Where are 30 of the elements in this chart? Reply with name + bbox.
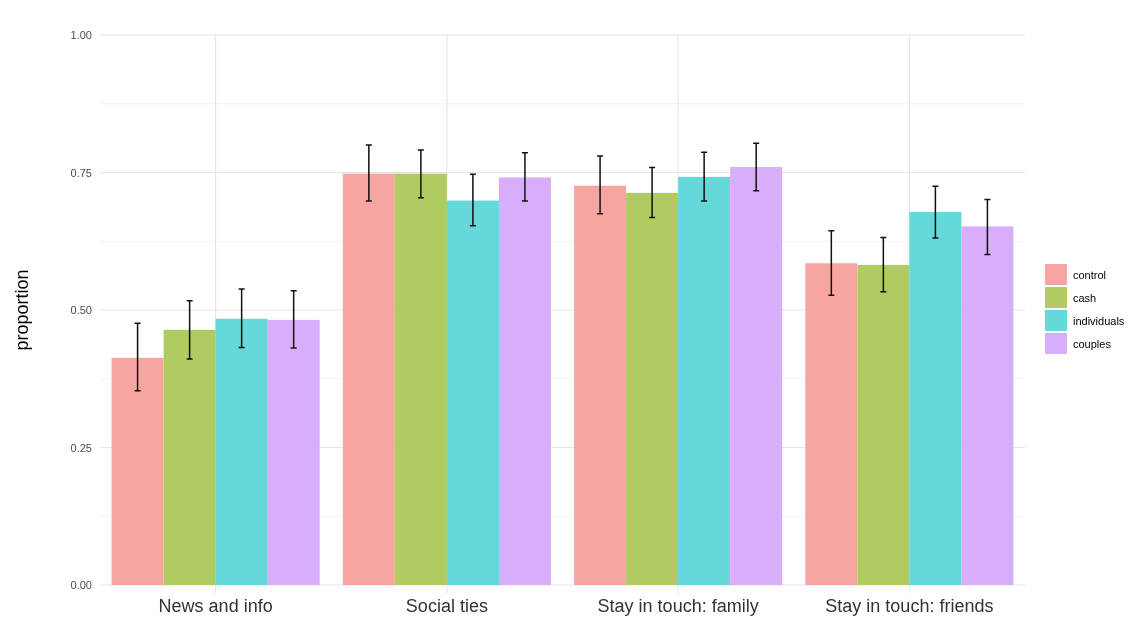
bar — [111, 357, 164, 585]
legend-label: control — [1073, 269, 1107, 281]
bar — [730, 167, 783, 585]
x-tick-label: Stay in touch: friends — [825, 595, 994, 616]
y-tick-label: 0.75 — [70, 166, 92, 179]
y-tick-label: 1.00 — [70, 29, 92, 42]
y-tick-label: 0.00 — [70, 579, 92, 592]
legend-label: cash — [1073, 292, 1097, 304]
bar — [342, 173, 395, 585]
bar — [678, 176, 731, 585]
y-tick-label: 0.25 — [70, 441, 92, 454]
bar — [909, 212, 962, 585]
legend-label: couples — [1073, 338, 1112, 350]
x-tick-label: Stay in touch: family — [597, 595, 759, 616]
x-tick-label: News and info — [158, 595, 273, 616]
bar — [215, 318, 268, 585]
bar — [446, 200, 499, 585]
bar — [498, 177, 551, 585]
x-tick-label: Social ties — [405, 595, 488, 616]
bar — [574, 185, 627, 585]
bar — [626, 192, 679, 585]
bar — [961, 226, 1014, 585]
bar — [267, 319, 320, 585]
legend-label: individuals — [1073, 315, 1125, 327]
y-tick-label: 0.50 — [70, 304, 92, 317]
bar — [163, 329, 216, 585]
y-axis-title: proportion — [12, 269, 32, 351]
bar — [857, 264, 910, 585]
bar — [394, 173, 447, 585]
bar — [805, 263, 858, 585]
